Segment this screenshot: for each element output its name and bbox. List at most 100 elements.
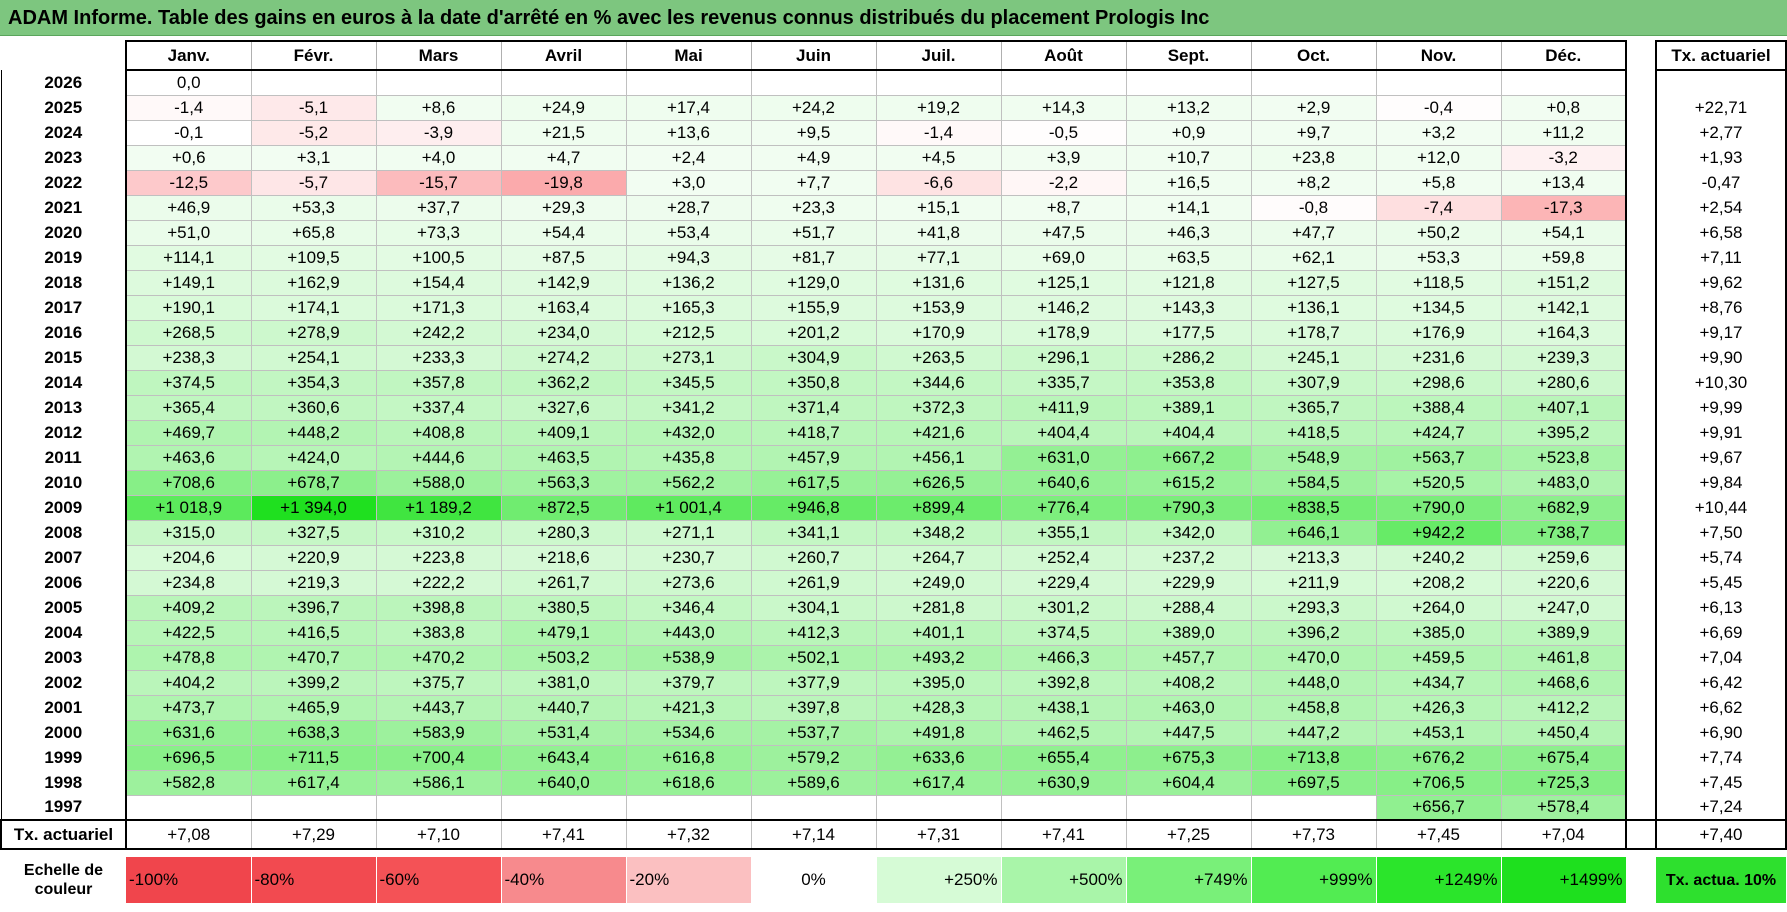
value-cell: +428,3 <box>875 694 1002 721</box>
value-cell: +240,2 <box>1375 544 1502 571</box>
footer-row: Tx. actuariel +7,08 +7,29 +7,10 +7,41 +7,32 +7… <box>0 819 1787 850</box>
actuarial-cell: +9,62 <box>1655 270 1787 295</box>
value-cell: +379,7 <box>625 669 752 696</box>
value-cell: +298,6 <box>1375 369 1502 396</box>
gap-cell <box>1626 545 1656 570</box>
gap-cell <box>1626 95 1656 120</box>
value-cell: +2,9 <box>1250 94 1377 121</box>
value-cell: +365,4 <box>125 394 252 421</box>
footer-value: +7,45 <box>1375 819 1502 850</box>
value-cell: +249,0 <box>875 569 1002 596</box>
value-cell: +273,6 <box>625 569 752 596</box>
footer-value: +7,73 <box>1250 819 1377 850</box>
value-cell: +1 394,0 <box>250 494 377 521</box>
value-cell: +424,0 <box>250 444 377 471</box>
value-cell: +676,2 <box>1375 744 1502 771</box>
value-cell: +713,8 <box>1250 744 1377 771</box>
value-cell: -5,2 <box>250 119 377 146</box>
gap-cell <box>1626 695 1656 720</box>
value-cell: -1,4 <box>125 94 252 121</box>
legend-swatch-label: +999% <box>1319 870 1373 889</box>
legend-swatch-label: +1249% <box>1434 870 1498 889</box>
value-cell <box>1125 794 1252 821</box>
value-cell: +468,6 <box>1500 669 1627 696</box>
value-cell: +14,1 <box>1125 194 1252 221</box>
value-cell: +589,6 <box>750 769 877 796</box>
value-cell: +136,1 <box>1250 294 1377 321</box>
value-cell: +178,7 <box>1250 319 1377 346</box>
year-cell: 2005 <box>0 595 127 620</box>
value-cell <box>1000 70 1127 96</box>
footer-value: +7,14 <box>750 819 877 850</box>
actuarial-cell: +7,04 <box>1655 645 1787 670</box>
value-cell <box>625 70 752 96</box>
value-cell: +534,6 <box>625 719 752 746</box>
month-header: Août <box>1000 40 1126 71</box>
value-cell: +640,6 <box>1000 469 1127 496</box>
month-header: Déc. <box>1500 40 1627 71</box>
legend-swatch-label: -80% <box>254 870 295 889</box>
value-cell: +1 189,2 <box>375 494 502 521</box>
table-row: 2009 +1 018,9 +1 394,0 +1 189,2 +872,5 +1 001… <box>0 494 1787 521</box>
value-cell: +3,1 <box>250 144 377 171</box>
value-cell: +73,3 <box>375 219 502 246</box>
value-cell: +281,8 <box>875 594 1002 621</box>
value-cell: +344,6 <box>875 369 1002 396</box>
value-cell: +374,5 <box>125 369 252 396</box>
value-cell: 0,0 <box>125 70 252 96</box>
value-cell: +398,8 <box>375 594 502 621</box>
table-row: 2020 +51,0 +65,8 +73,3 +54,4 +53,4 +51,7 +41,8 +… <box>0 219 1787 246</box>
value-cell: +389,1 <box>1125 394 1252 421</box>
value-cell: +131,6 <box>875 269 1002 296</box>
value-cell: +177,5 <box>1125 319 1252 346</box>
value-cell: +271,1 <box>625 519 752 546</box>
year-cell: 2003 <box>0 645 127 670</box>
value-cell: +8,6 <box>375 94 502 121</box>
value-cell: +327,6 <box>500 394 627 421</box>
month-header: Mai <box>625 40 751 71</box>
year-cell: 2006 <box>0 570 127 595</box>
footer-value: +7,08 <box>125 819 252 850</box>
value-cell: +675,4 <box>1500 744 1627 771</box>
value-cell: +457,9 <box>750 444 877 471</box>
value-cell: +443,7 <box>375 694 502 721</box>
value-cell: +0,8 <box>1500 94 1627 121</box>
value-cell: +146,2 <box>1000 294 1127 321</box>
legend-swatch-label: +500% <box>1069 870 1123 889</box>
actuarial-cell: +2,77 <box>1655 120 1787 145</box>
value-cell <box>1250 794 1377 821</box>
value-cell: +838,5 <box>1250 494 1377 521</box>
value-cell: +438,1 <box>1000 694 1127 721</box>
value-cell: +278,9 <box>250 319 377 346</box>
value-cell: +562,2 <box>625 469 752 496</box>
value-cell: +315,0 <box>125 519 252 546</box>
year-cell: 2017 <box>0 295 127 320</box>
year-cell: 2020 <box>0 220 127 245</box>
value-cell: +12,0 <box>1375 144 1502 171</box>
value-cell: +640,0 <box>500 769 627 796</box>
value-cell: +211,9 <box>1250 569 1377 596</box>
legend-swatch: 0% <box>751 857 877 903</box>
value-cell: +171,3 <box>375 294 502 321</box>
value-cell: +163,4 <box>500 294 627 321</box>
value-cell: -0,5 <box>1000 119 1127 146</box>
value-cell: +129,0 <box>750 269 877 296</box>
value-cell: +656,7 <box>1375 794 1502 821</box>
value-cell: +421,6 <box>875 419 1002 446</box>
actuarial-cell: +22,71 <box>1655 95 1787 120</box>
gap-cell <box>1626 620 1656 645</box>
value-cell: +9,7 <box>1250 119 1377 146</box>
value-cell: +365,7 <box>1250 394 1377 421</box>
actuarial-cell: +9,17 <box>1655 320 1787 345</box>
actuarial-cell: +10,30 <box>1655 370 1787 395</box>
footer-actuarial: +7,40 <box>1655 819 1787 850</box>
value-cell: +355,1 <box>1000 519 1127 546</box>
year-cell: 2004 <box>0 620 127 645</box>
value-cell: +286,2 <box>1125 344 1252 371</box>
value-cell: +4,0 <box>375 144 502 171</box>
value-cell: +682,9 <box>1500 494 1627 521</box>
actuarial-cell: +9,91 <box>1655 420 1787 445</box>
gap-cell <box>1626 520 1656 545</box>
value-cell: +523,8 <box>1500 444 1627 471</box>
month-header-row: Janv. Févr. Mars Avril Mai Juin Juil. Août Sept.… <box>1 40 1787 71</box>
